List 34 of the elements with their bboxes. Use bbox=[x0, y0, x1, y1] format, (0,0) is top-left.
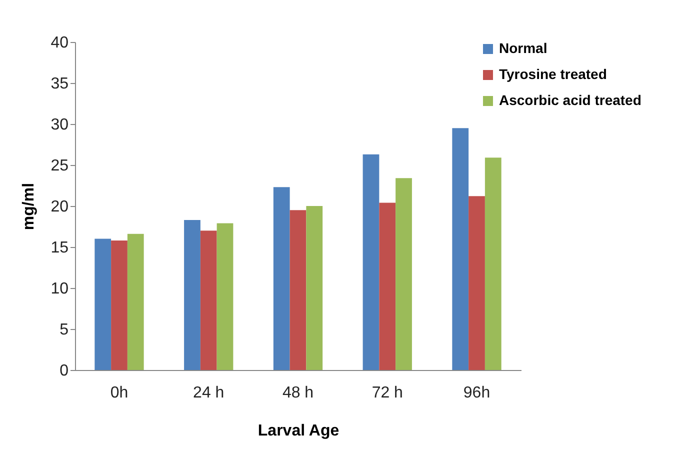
x-tick-label: 72 h bbox=[372, 384, 403, 402]
bar bbox=[127, 234, 144, 370]
bar bbox=[452, 128, 469, 370]
legend-label: Normal bbox=[499, 40, 548, 56]
legend-label: Ascorbic acid treated bbox=[499, 92, 642, 108]
bar bbox=[184, 220, 200, 370]
y-tick-label: 35 bbox=[50, 76, 69, 92]
bar bbox=[290, 210, 306, 370]
x-tick-label: 48 h bbox=[282, 384, 314, 402]
bar bbox=[216, 223, 234, 370]
y-tick-label: 15 bbox=[50, 240, 69, 256]
y-axis-title: mg/ml bbox=[20, 182, 38, 230]
x-tick-label: 96h bbox=[463, 384, 490, 402]
bar bbox=[396, 178, 412, 370]
bar bbox=[468, 196, 485, 370]
x-axis-title: Larval Age bbox=[258, 422, 340, 440]
y-tick-label: 20 bbox=[50, 198, 69, 216]
y-tick-label: 10 bbox=[50, 280, 69, 298]
bar bbox=[306, 206, 323, 370]
x-tick-label: 0h bbox=[110, 384, 128, 402]
bar bbox=[94, 238, 112, 370]
y-tick-label: 40 bbox=[50, 34, 69, 52]
bar bbox=[484, 158, 502, 370]
y-tick-label: 5 bbox=[60, 322, 69, 338]
bar bbox=[111, 240, 128, 370]
bar bbox=[200, 230, 217, 370]
y-tick-label: 0 bbox=[60, 362, 69, 380]
bar bbox=[379, 202, 396, 370]
y-tick-label: 25 bbox=[50, 158, 69, 174]
bar bbox=[362, 154, 380, 370]
bar bbox=[273, 187, 290, 370]
x-tick-label: 24 h bbox=[193, 384, 224, 402]
legend-label: Tyrosine treated bbox=[499, 66, 607, 82]
y-tick-label: 30 bbox=[50, 116, 69, 134]
